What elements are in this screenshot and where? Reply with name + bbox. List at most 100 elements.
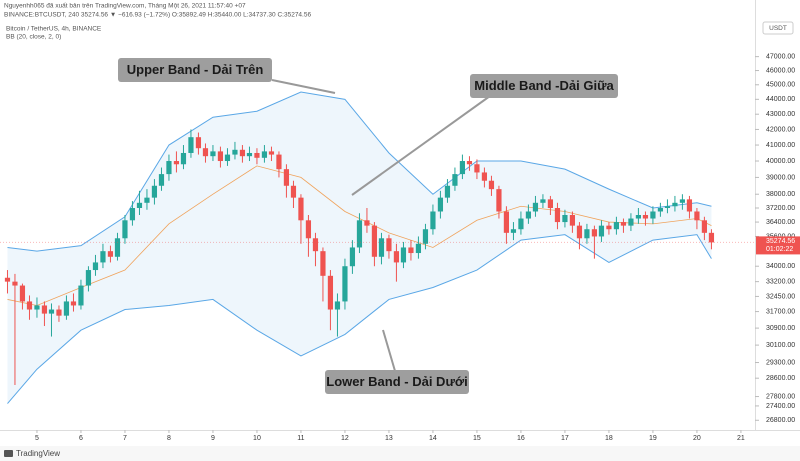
- y-tick-label: 28600.00: [766, 375, 795, 382]
- candle: [488, 175, 495, 196]
- candle: [518, 211, 524, 235]
- annotation-box: [118, 58, 272, 82]
- annotation-pointer: [271, 79, 336, 94]
- candle: [136, 190, 143, 215]
- candle: [327, 270, 334, 331]
- candle: [532, 195, 539, 217]
- candle-body: [34, 305, 40, 310]
- candle-body: [562, 214, 568, 223]
- candle-body: [107, 251, 114, 257]
- candle: [437, 190, 444, 219]
- y-tick-label: 37200.00: [766, 205, 795, 212]
- y-tick-label: 26800.00: [766, 417, 795, 424]
- candle-body: [466, 161, 473, 165]
- x-tick-label: 7: [123, 435, 127, 442]
- candle-body: [591, 229, 598, 237]
- y-tick-label: 32450.00: [766, 293, 795, 300]
- x-tick-label: 8: [167, 435, 171, 442]
- candle: [349, 240, 356, 274]
- indicator-line: BB (20, close, 2, 0): [6, 34, 61, 41]
- annotation-pointer: [382, 329, 396, 372]
- candle: [144, 189, 150, 210]
- candle-body: [474, 164, 480, 173]
- candle-body: [393, 251, 400, 263]
- brand-logo: [4, 450, 13, 457]
- candle: [635, 208, 642, 224]
- candle-body: [613, 222, 620, 230]
- annotation-box: [470, 74, 618, 98]
- candle-body: [650, 211, 656, 219]
- candle: [129, 201, 136, 226]
- candle: [459, 154, 466, 180]
- candle: [158, 167, 165, 191]
- candle-body: [371, 225, 378, 257]
- y-tick-label: 39000.00: [766, 174, 795, 181]
- candle-body: [620, 222, 627, 226]
- candle-body: [173, 161, 180, 165]
- candle: [202, 143, 209, 163]
- candle: [686, 195, 693, 219]
- candle-body: [239, 149, 246, 157]
- candle-body: [92, 262, 99, 271]
- candle-body: [598, 225, 605, 237]
- plot-area: [0, 91, 755, 404]
- candle: [408, 240, 414, 261]
- candle: [481, 167, 488, 188]
- candle-body: [452, 174, 458, 186]
- candle: [584, 223, 590, 244]
- candle: [371, 222, 378, 267]
- candle: [620, 218, 627, 233]
- candle: [122, 214, 128, 244]
- candle: [554, 202, 561, 230]
- y-tick-label: 44000.00: [766, 96, 795, 103]
- candle: [114, 232, 121, 261]
- candle: [188, 129, 194, 158]
- candle: [503, 206, 510, 244]
- x-tick-label: 13: [385, 435, 393, 442]
- footer: [0, 446, 800, 461]
- candle: [312, 232, 319, 267]
- candle-body: [320, 251, 326, 276]
- candle: [378, 232, 385, 265]
- candle: [642, 211, 649, 226]
- x-tick-label: 18: [605, 435, 613, 442]
- candle-body: [459, 161, 466, 175]
- candle: [466, 156, 473, 171]
- candle-body: [144, 197, 150, 203]
- candle: [562, 209, 568, 228]
- candle: [650, 206, 656, 224]
- x-tick-label: 20: [693, 435, 701, 442]
- candle: [70, 293, 77, 312]
- x-tick-label: 21: [737, 435, 745, 442]
- x-tick-label: 10: [253, 435, 261, 442]
- currency-box[interactable]: [762, 21, 794, 35]
- candle: [232, 141, 238, 160]
- candle: [701, 216, 708, 241]
- candle-body: [415, 243, 422, 254]
- y-tick-label: 46000.00: [766, 67, 795, 74]
- candle-body: [166, 161, 172, 175]
- candle-body: [701, 220, 708, 233]
- upper-band: [7, 91, 712, 252]
- candle: [664, 199, 671, 214]
- candle-body: [664, 206, 671, 209]
- candle-body: [694, 211, 700, 221]
- candle: [268, 146, 275, 162]
- x-tick-label: 17: [561, 435, 569, 442]
- currency[interactable]: USDT: [769, 25, 787, 32]
- candle: [422, 223, 429, 250]
- candle: [166, 154, 172, 181]
- candle-body: [518, 218, 524, 230]
- candle: [320, 247, 326, 302]
- candle-body: [268, 151, 275, 155]
- candle: [496, 185, 502, 219]
- candle: [34, 297, 40, 318]
- candle: [78, 279, 84, 310]
- candle: [540, 194, 546, 209]
- candle-body: [606, 225, 612, 230]
- candle-body: [70, 301, 77, 306]
- candle: [26, 295, 33, 320]
- candle: [92, 254, 99, 276]
- candle: [254, 148, 260, 165]
- candle-body: [12, 281, 18, 286]
